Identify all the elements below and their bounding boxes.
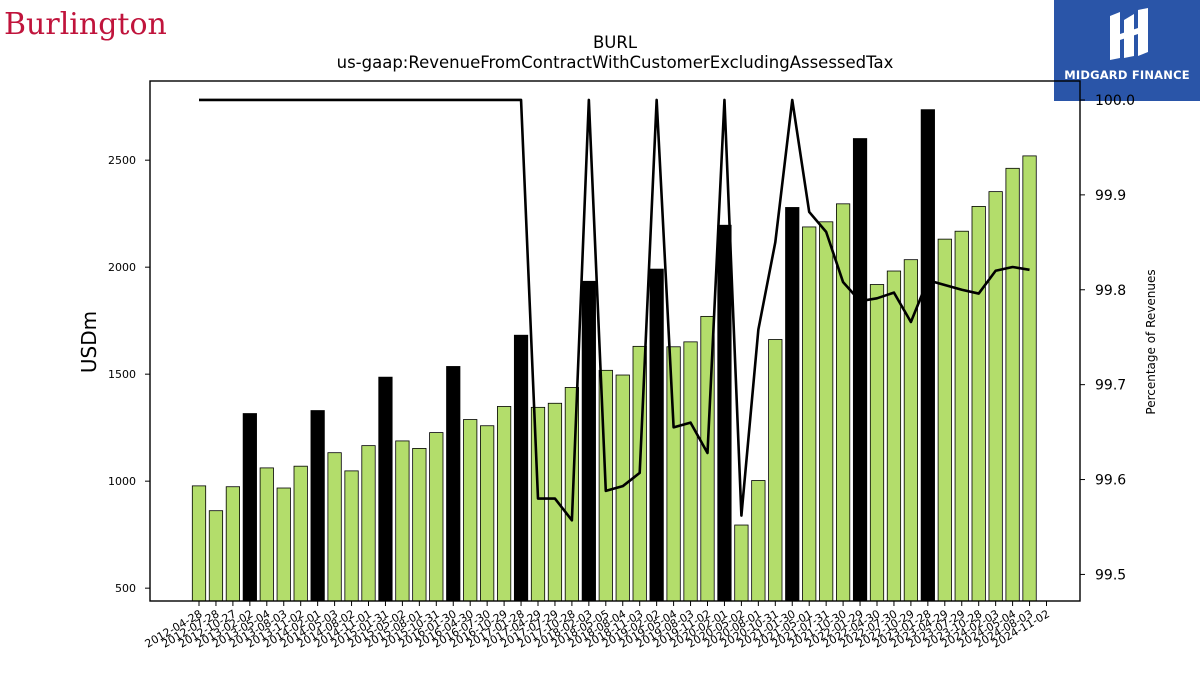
plot-area: 500 1000 1500 2000 2500 99.5 99.6 99.7 99.8 99.9 1… bbox=[108, 80, 1135, 651]
bar-2016-07-30 bbox=[480, 425, 495, 602]
bar-2018-02-03 bbox=[581, 280, 596, 602]
bar-2023-10-28 bbox=[971, 205, 986, 602]
bar-2015-01-31 bbox=[378, 376, 393, 602]
bar-2017-04-29 bbox=[530, 406, 546, 602]
bar-2022-01-29 bbox=[852, 138, 868, 602]
midgard-finance-logo: MIDGARD FINANCE bbox=[1054, 0, 1200, 101]
y2-tick-label-1: 99.6 bbox=[1095, 473, 1126, 489]
bar-2019-05-04 bbox=[666, 346, 681, 602]
bar-2012-04-28 bbox=[191, 485, 207, 602]
bar-2022-07-30 bbox=[886, 270, 902, 602]
bar-2017-01-28 bbox=[513, 334, 529, 602]
bar-2013-05-04 bbox=[259, 467, 274, 602]
bar-2019-08-03 bbox=[683, 341, 698, 602]
bar-2019-02-02 bbox=[649, 268, 664, 602]
burlington-logo-text: Burlington bbox=[4, 7, 167, 42]
burlington-logo-graphic: Burlington bbox=[4, 7, 167, 42]
bar-2023-04-29 bbox=[937, 238, 952, 602]
bar-2023-01-28 bbox=[920, 109, 935, 602]
y2-tick-label-2: 99.7 bbox=[1095, 378, 1126, 394]
y-tick-label-2500: 2500 bbox=[108, 154, 136, 167]
bar-2013-08-03 bbox=[276, 487, 291, 602]
bar-2014-11-01 bbox=[361, 445, 376, 602]
bar-2016-10-29 bbox=[496, 406, 512, 602]
bar-2024-08-03 bbox=[1022, 155, 1037, 602]
bar-2021-10-30 bbox=[836, 203, 851, 602]
y-tick-label-2000: 2000 bbox=[108, 261, 136, 274]
bar-2020-08-01 bbox=[751, 480, 766, 602]
y-tick-label-1000: 1000 bbox=[108, 475, 136, 488]
y2-tick-label-5: 100.0 bbox=[1095, 93, 1135, 109]
bar-2016-01-30 bbox=[446, 366, 461, 602]
y2-tick-label-3: 99.8 bbox=[1095, 283, 1126, 299]
bar-2020-02-01 bbox=[717, 224, 732, 602]
bar-2021-01-30 bbox=[785, 207, 800, 602]
bar-2021-05-01 bbox=[802, 226, 817, 602]
y2-tick-label-4: 99.9 bbox=[1095, 188, 1126, 204]
bar-2020-10-31 bbox=[768, 339, 783, 602]
bar-2013-11-02 bbox=[293, 465, 308, 602]
bar-2014-08-02 bbox=[344, 470, 359, 602]
bar-2012-07-28 bbox=[208, 510, 224, 602]
bar-2014-05-03 bbox=[327, 452, 342, 602]
bar-2012-10-27 bbox=[225, 486, 240, 602]
bar-2024-05-04 bbox=[1005, 167, 1020, 602]
bar-2020-05-02 bbox=[734, 524, 749, 602]
plot-frame bbox=[149, 80, 1081, 602]
bar-2016-04-30 bbox=[463, 419, 478, 602]
bar-2015-08-01 bbox=[412, 448, 427, 602]
bar-2024-02-03 bbox=[988, 191, 1003, 602]
y-tick-label-1500: 1500 bbox=[108, 368, 136, 381]
midgard-finance-text: MIDGARD FINANCE bbox=[1064, 68, 1190, 82]
bar-2017-07-29 bbox=[547, 402, 563, 602]
percentage-line bbox=[199, 98, 1030, 522]
bar-2022-04-30 bbox=[869, 284, 885, 602]
bar-2014-02-01 bbox=[310, 410, 325, 602]
bar-2021-07-31 bbox=[819, 221, 834, 602]
y-tick-label-500: 500 bbox=[115, 582, 136, 595]
y-axis-label: USDm bbox=[77, 311, 101, 373]
bar-2015-05-02 bbox=[395, 440, 410, 602]
y2-tick-label-0: 99.5 bbox=[1095, 567, 1126, 583]
chart-subtitle: us-gaap:RevenueFromContractWithCustomerE… bbox=[337, 53, 894, 72]
bar-2023-07-29 bbox=[954, 230, 969, 602]
y2-axis-label: Percentage of Revenues bbox=[1144, 269, 1158, 414]
midgard-emblem-icon bbox=[1110, 8, 1148, 60]
bar-2015-10-31 bbox=[429, 432, 444, 602]
bar-2013-02-02 bbox=[242, 413, 257, 602]
chart-title: BURL bbox=[593, 33, 638, 52]
burlington-logo: Burlington bbox=[4, 4, 174, 46]
